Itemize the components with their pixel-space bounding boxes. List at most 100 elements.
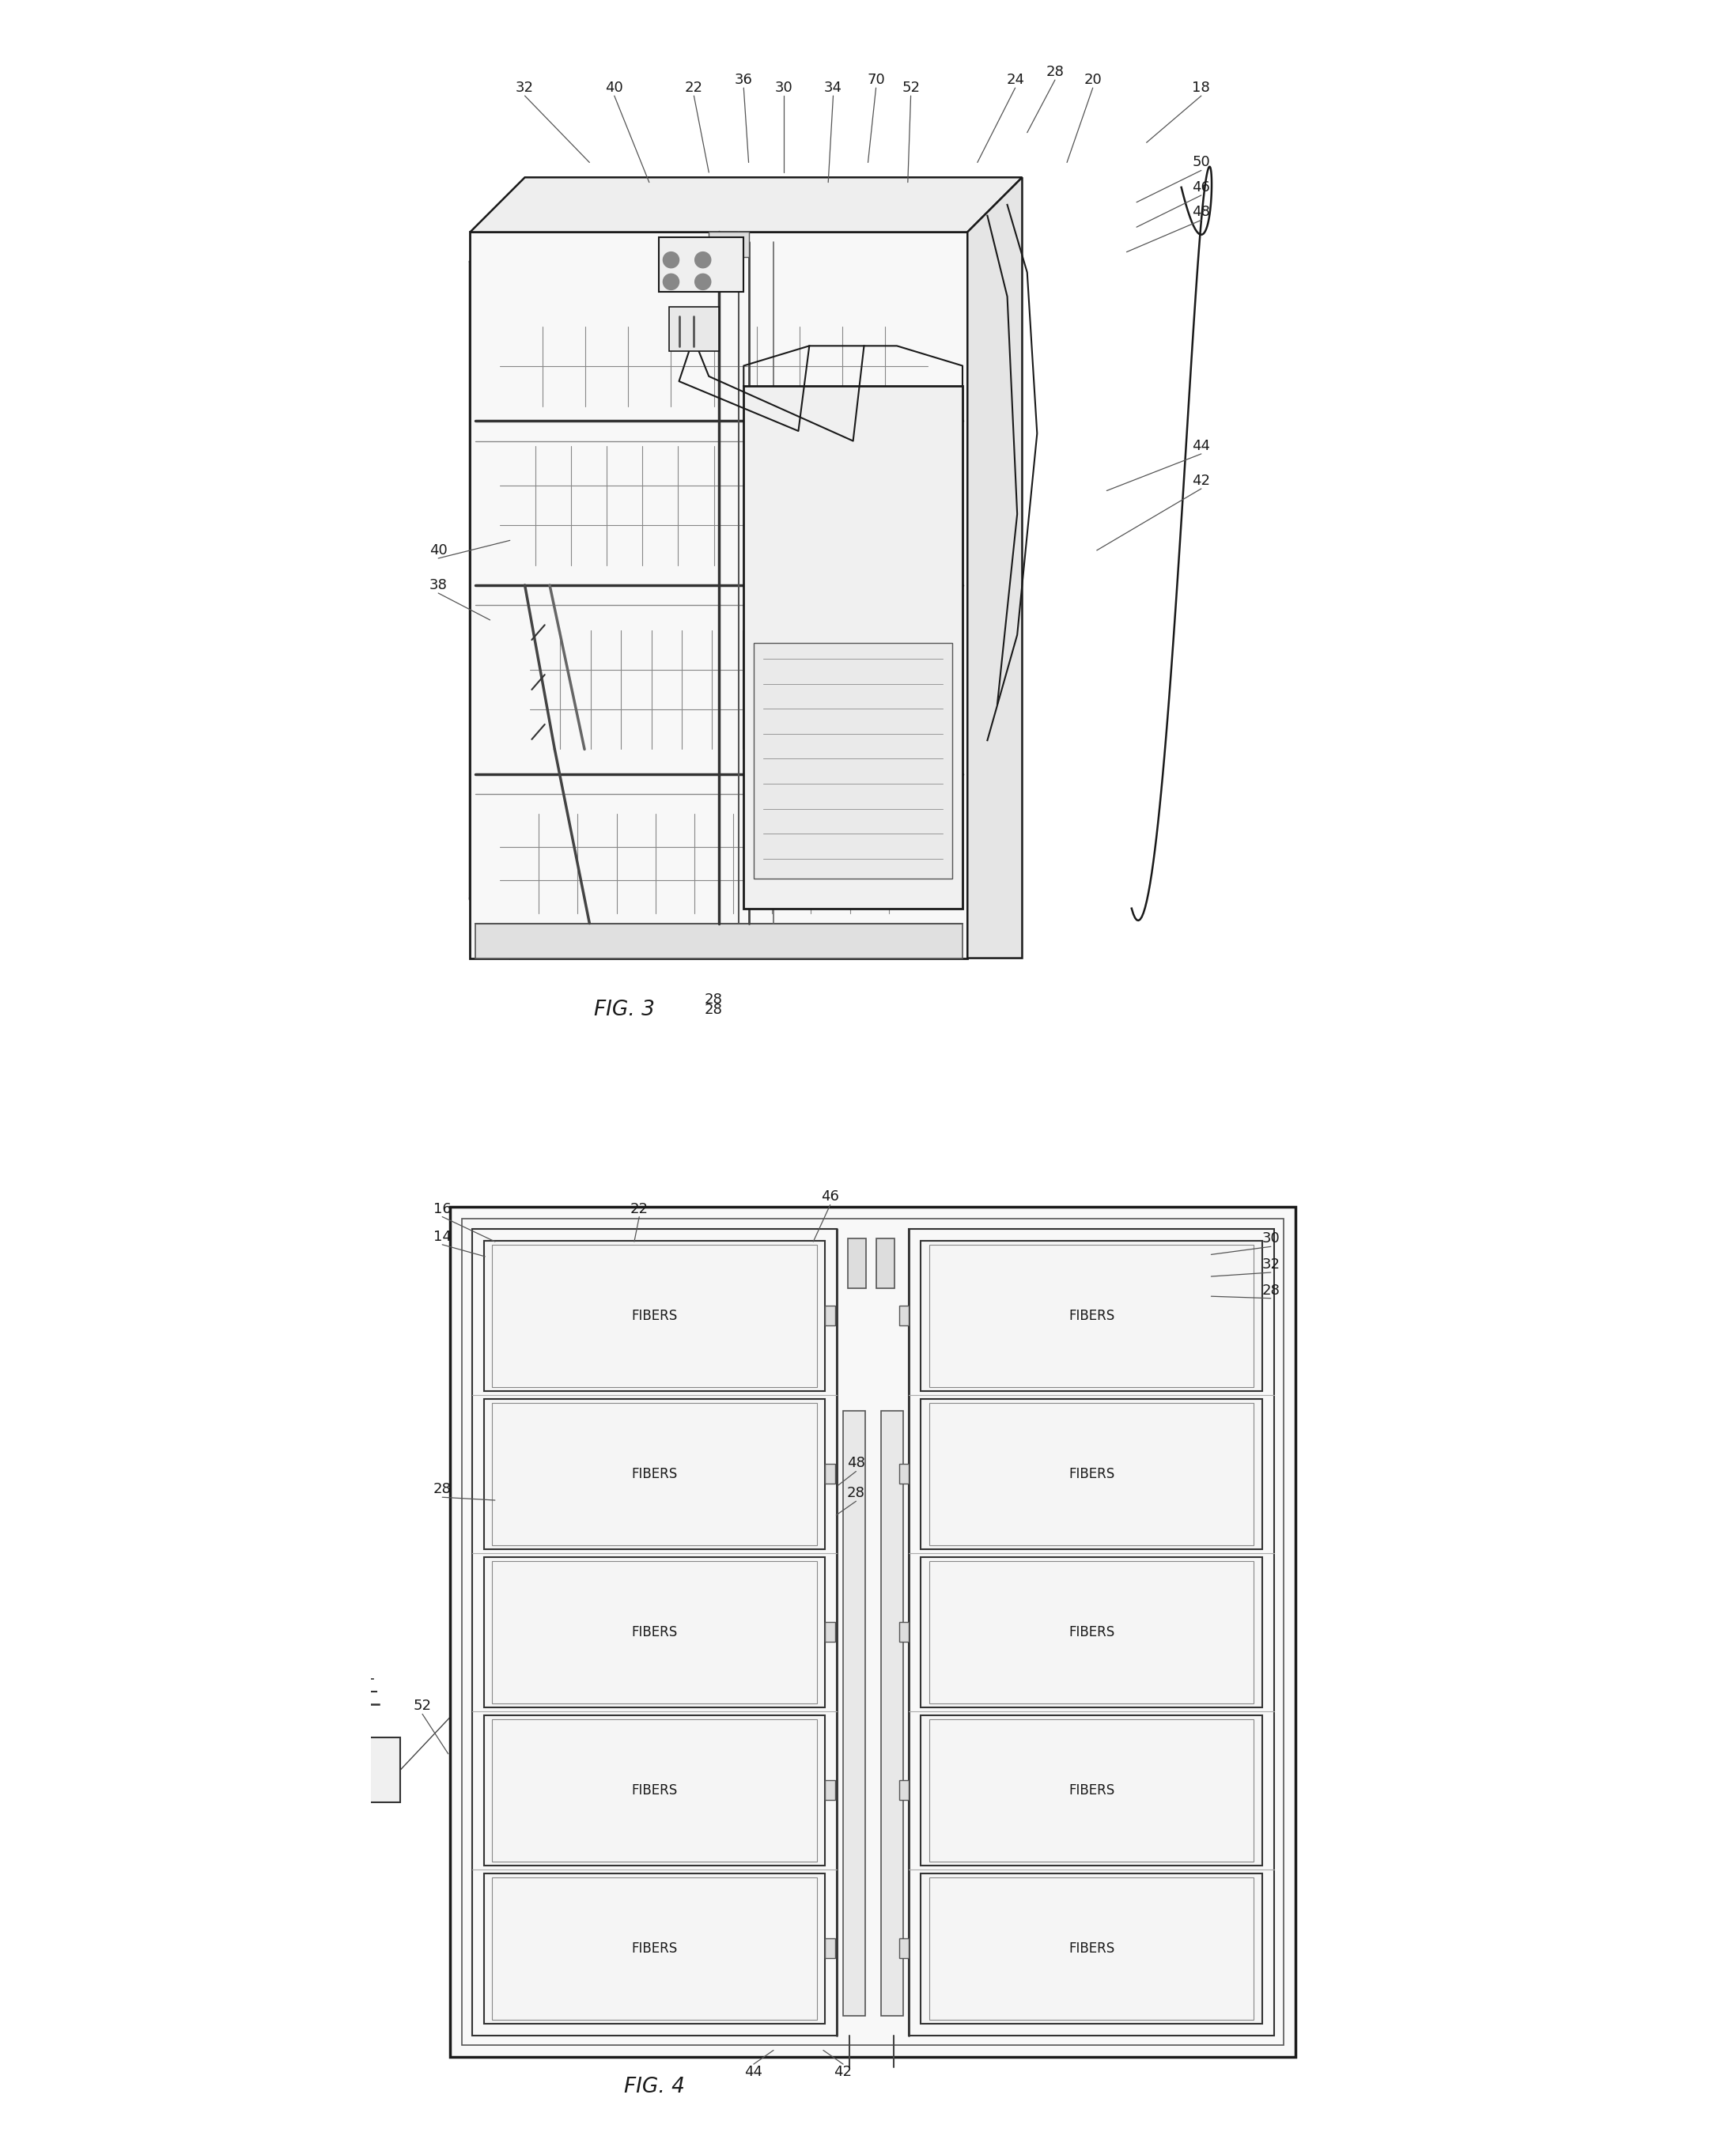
Text: 40: 40	[429, 543, 448, 558]
Bar	[847, 1239, 866, 1289]
Bar	[929, 1720, 1253, 1862]
Text: 18: 18	[1193, 80, 1210, 95]
Bar	[491, 1720, 818, 1862]
Bar	[899, 1937, 910, 1959]
Circle shape	[663, 274, 679, 289]
Text: 28: 28	[705, 1002, 722, 1017]
Text: FIBERS: FIBERS	[632, 1468, 677, 1480]
Text: FIBERS: FIBERS	[1068, 1308, 1115, 1323]
Text: 34: 34	[825, 80, 842, 95]
Bar	[668, 306, 719, 351]
Bar	[476, 922, 962, 959]
Text: 38: 38	[429, 578, 448, 593]
Text: FIG. 4: FIG. 4	[623, 2077, 684, 2097]
Text: 36: 36	[734, 73, 753, 86]
Polygon shape	[470, 177, 1023, 233]
Bar	[491, 1246, 818, 1388]
Bar	[899, 1306, 910, 1325]
Bar	[484, 1556, 825, 1707]
Bar	[472, 1228, 837, 2034]
Text: FIBERS: FIBERS	[1068, 1782, 1115, 1797]
Text: 30: 30	[1262, 1231, 1279, 1246]
Text: 24: 24	[1007, 73, 1024, 86]
Bar	[484, 1873, 825, 2024]
Bar	[825, 1780, 835, 1799]
Bar	[825, 1623, 835, 1642]
Text: 14: 14	[434, 1231, 451, 1243]
Bar	[708, 233, 748, 256]
Bar	[491, 1403, 818, 1545]
Bar	[922, 1241, 1262, 1390]
Text: FIBERS: FIBERS	[632, 1942, 677, 1955]
Bar	[844, 1409, 865, 2015]
Bar	[491, 1560, 818, 1702]
Text: 44: 44	[1193, 440, 1210, 453]
Text: 48: 48	[847, 1457, 865, 1470]
Text: 28: 28	[1047, 65, 1064, 80]
Bar	[825, 1463, 835, 1485]
Text: FIBERS: FIBERS	[632, 1308, 677, 1323]
Bar	[660, 237, 743, 291]
Bar	[500, 446, 927, 565]
Text: 70: 70	[866, 73, 885, 86]
Bar	[929, 1246, 1253, 1388]
Circle shape	[694, 252, 710, 267]
Bar	[335, 1737, 401, 1802]
Bar	[929, 1403, 1253, 1545]
Text: 44: 44	[745, 2064, 762, 2080]
Text: 46: 46	[1193, 181, 1210, 194]
Text: 22: 22	[684, 80, 703, 95]
Bar	[877, 1239, 894, 1289]
Bar	[922, 1715, 1262, 1866]
Text: 32: 32	[516, 80, 535, 95]
Text: 52: 52	[901, 80, 920, 95]
Bar	[484, 1399, 825, 1549]
Text: 42: 42	[1193, 474, 1210, 487]
Bar	[922, 1399, 1262, 1549]
Text: FIBERS: FIBERS	[1068, 1942, 1115, 1955]
Bar	[922, 1873, 1262, 2024]
Circle shape	[694, 274, 710, 289]
Bar	[484, 1241, 825, 1390]
Bar	[899, 1623, 910, 1642]
Text: 28: 28	[847, 1487, 865, 1500]
Polygon shape	[967, 177, 1023, 959]
Bar	[753, 644, 953, 879]
Bar	[922, 1556, 1262, 1707]
Bar	[899, 1780, 910, 1799]
Text: FIBERS: FIBERS	[632, 1625, 677, 1640]
Text: 28: 28	[705, 993, 722, 1006]
Text: FIG. 3: FIG. 3	[594, 1000, 654, 1019]
Bar	[929, 1560, 1253, 1702]
Bar	[529, 629, 804, 750]
Bar	[899, 1463, 910, 1485]
Bar	[470, 233, 967, 959]
Circle shape	[663, 252, 679, 267]
Text: 32: 32	[1262, 1256, 1279, 1271]
Bar	[462, 1220, 1285, 2045]
Bar	[929, 1877, 1253, 2019]
Text: 48: 48	[1193, 205, 1210, 220]
Bar	[484, 1715, 825, 1866]
Text: 16: 16	[434, 1202, 451, 1215]
Text: 22: 22	[630, 1202, 648, 1215]
Text: FIBERS: FIBERS	[632, 1782, 677, 1797]
Bar	[880, 1409, 903, 2015]
Bar	[450, 1207, 1295, 2058]
Text: 52: 52	[413, 1698, 432, 1713]
Bar	[910, 1228, 1274, 2034]
Bar	[491, 1877, 818, 2019]
Bar	[500, 815, 927, 914]
Bar	[825, 1306, 835, 1325]
Text: 50: 50	[1193, 155, 1210, 170]
Text: FIBERS: FIBERS	[1068, 1625, 1115, 1640]
Text: 40: 40	[606, 80, 623, 95]
Text: 28: 28	[434, 1483, 451, 1496]
Text: 28: 28	[1262, 1282, 1279, 1297]
Text: 30: 30	[774, 80, 792, 95]
Text: 42: 42	[833, 2064, 852, 2080]
Text: FIBERS: FIBERS	[1068, 1468, 1115, 1480]
Bar	[500, 328, 927, 405]
Bar	[825, 1937, 835, 1959]
Bar	[743, 386, 962, 909]
